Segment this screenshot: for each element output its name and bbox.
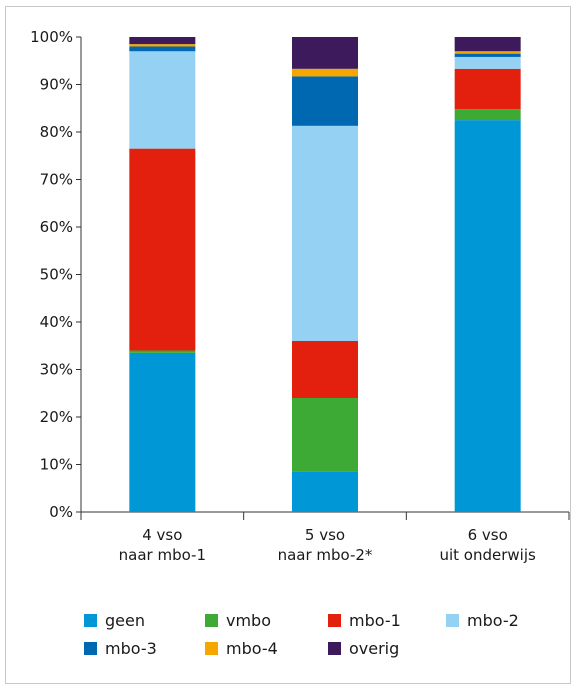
legend-swatch — [84, 613, 97, 627]
y-tick-label: 90% — [40, 76, 73, 94]
bar-stack — [454, 37, 521, 512]
y-tick-label: 70% — [40, 171, 73, 189]
legend-swatch — [84, 641, 97, 655]
legend-item: overig — [328, 638, 399, 658]
bars — [129, 37, 521, 512]
legend-item: mbo-3 — [84, 638, 157, 658]
bar-stack — [292, 37, 358, 512]
x-category-label: 5 vso — [305, 526, 345, 544]
bar-segment-vmbo — [292, 398, 358, 472]
legend-swatch — [446, 613, 459, 627]
y-tick-label: 80% — [40, 123, 73, 141]
y-tick-label: 10% — [40, 456, 73, 474]
legend-label: geen — [105, 610, 145, 630]
legend-item: vmbo — [205, 610, 271, 630]
x-category-label: naar mbo-2* — [278, 546, 373, 564]
bar-segment-overig — [292, 37, 358, 69]
bar-segment-mbo-1 — [292, 341, 358, 398]
bar-segment-mbo-2 — [129, 51, 196, 149]
x-axis-labels: 4 vso naar mbo-1 5 vso naar mbo-2* 6 vso uit … — [119, 526, 536, 564]
bar-segment-geen — [129, 352, 196, 512]
legend-label: mbo-4 — [226, 638, 278, 658]
legend-item: mbo-2 — [446, 610, 519, 630]
legend-item: mbo-4 — [205, 638, 278, 658]
bar-segment-geen — [292, 471, 358, 512]
bar-segment-overig — [129, 37, 196, 45]
bar-segment-mbo-1 — [454, 68, 521, 110]
bar-segment-mbo-4 — [454, 51, 521, 54]
bar-segment-mbo-3 — [129, 46, 196, 52]
bar-segment-mbo-2 — [292, 125, 358, 341]
y-tick-label: 20% — [40, 408, 73, 426]
y-tick-label: 100% — [30, 28, 73, 46]
bar-segment-mbo-1 — [129, 148, 196, 351]
bar-segment-vmbo — [129, 350, 196, 353]
legend-label: mbo-2 — [467, 610, 519, 630]
y-tick-label: 40% — [40, 313, 73, 331]
bar-segment-mbo-3 — [454, 53, 521, 57]
legend-item: geen — [84, 610, 145, 630]
bar-segment-mbo-4 — [292, 68, 358, 77]
legend-item: mbo-1 — [328, 610, 401, 630]
bar-segment-mbo-3 — [292, 76, 358, 126]
bar-stack — [129, 37, 196, 512]
legend-label: mbo-3 — [105, 638, 157, 658]
y-tick-label: 30% — [40, 361, 73, 379]
x-category-label: 6 vso — [468, 526, 508, 544]
x-category-label: naar mbo-1 — [119, 546, 206, 564]
bar-segment-mbo-2 — [454, 56, 521, 69]
chart-frame: 0% 10% 20% 30% 40% 50% 60% 70% 80% 90% 100% 4 vso n… — [5, 6, 571, 684]
legend-label: overig — [349, 638, 400, 658]
y-axis-ticks: 0% 10% 20% 30% 40% 50% 60% 70% 80% 90% 100% — [30, 28, 81, 521]
legend-swatch — [328, 641, 341, 655]
bar-segment-vmbo — [454, 109, 521, 121]
legend-label: vmbo — [226, 610, 271, 630]
bar-segment-geen — [454, 120, 521, 512]
bar-segment-mbo-4 — [129, 44, 196, 47]
y-tick-label: 0% — [49, 503, 73, 521]
y-tick-label: 50% — [40, 266, 73, 284]
legend-swatch — [205, 641, 218, 655]
legend-swatch — [205, 613, 218, 627]
x-category-label: 4 vso — [142, 526, 182, 544]
stacked-bar-chart: 0% 10% 20% 30% 40% 50% 60% 70% 80% 90% 100% 4 vso n… — [30, 28, 570, 564]
legend-swatch — [328, 613, 341, 627]
y-tick-label: 60% — [40, 218, 73, 236]
x-category-label: uit onderwijs — [439, 546, 536, 564]
legend-label: mbo-1 — [349, 610, 401, 630]
bar-segment-overig — [454, 37, 521, 52]
